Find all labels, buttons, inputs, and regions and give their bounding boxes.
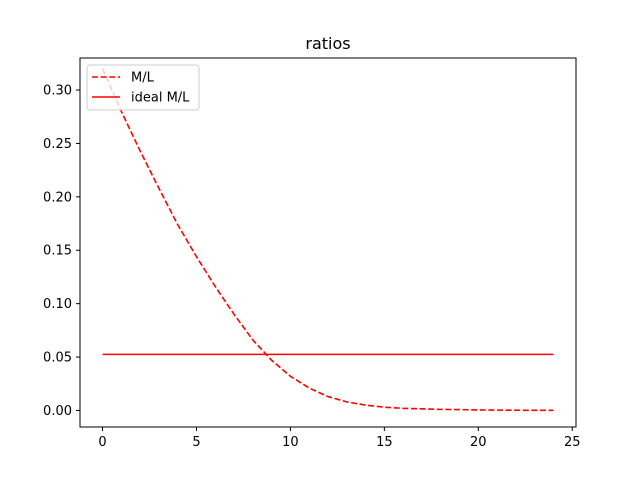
y-tick-label: 0.20 — [43, 190, 72, 205]
x-tick-label: 15 — [376, 435, 393, 450]
legend: M/L ideal M/L — [86, 64, 200, 111]
y-tick-label: 0.10 — [43, 297, 72, 312]
x-tick-label: 25 — [564, 435, 581, 450]
x-axis: 0 5 10 15 20 25 — [98, 427, 581, 450]
x-tick-label: 10 — [282, 435, 299, 450]
series-layer — [101, 68, 554, 412]
legend-label: M/L — [131, 71, 155, 86]
y-tick-label: 0.30 — [43, 84, 72, 99]
y-axis: 0.00 0.05 0.10 0.15 0.20 0.25 0.30 — [43, 84, 80, 419]
y-tick-label: 0.15 — [43, 244, 72, 259]
legend-label: ideal M/L — [131, 91, 190, 106]
x-tick-label: 20 — [470, 435, 487, 450]
series-line-0 — [101, 68, 554, 412]
y-tick-label: 0.25 — [43, 137, 72, 152]
y-tick-label: 0.00 — [43, 404, 72, 419]
x-tick-label: 0 — [98, 435, 106, 450]
x-tick-label: 5 — [192, 435, 200, 450]
y-tick-label: 0.05 — [43, 351, 72, 366]
chart-title: ratios — [305, 34, 350, 53]
plot-frame — [79, 57, 577, 428]
